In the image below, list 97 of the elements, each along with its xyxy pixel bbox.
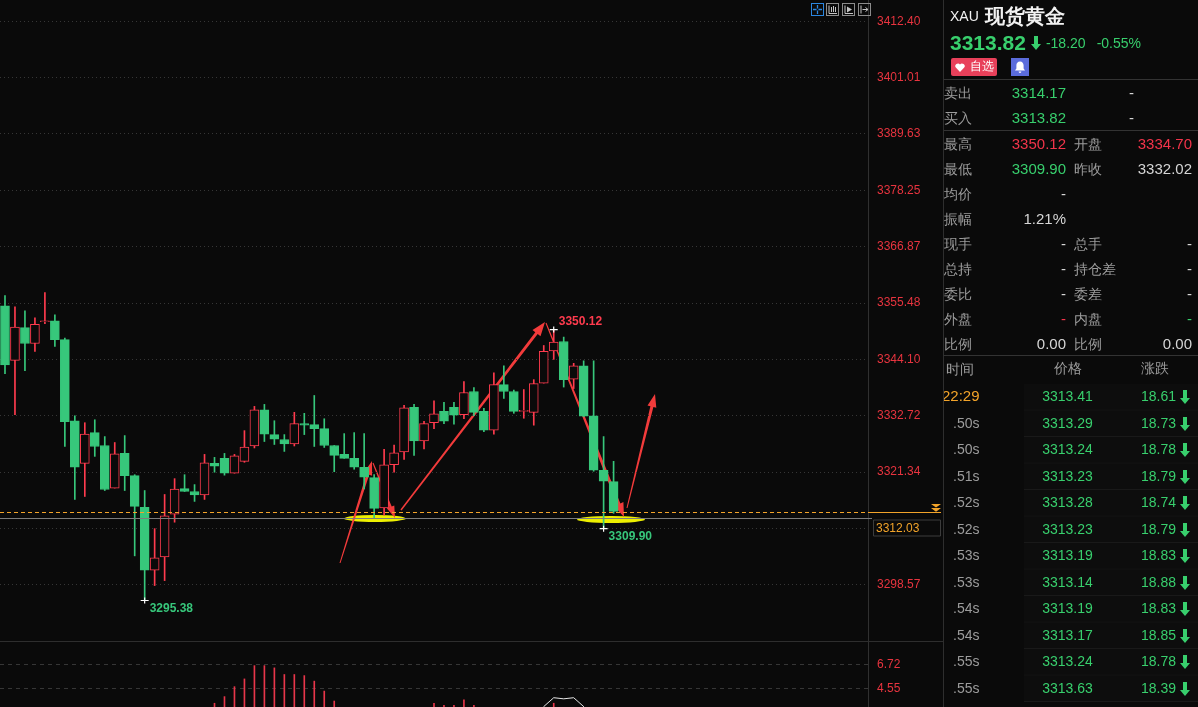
y-tick-label: 3412.40 <box>877 13 921 28</box>
data-label: 18.78 <box>1140 441 1177 458</box>
text: 委比 <box>944 285 972 302</box>
data-label: 3313.17 <box>1042 626 1094 643</box>
y-tick-label: 4.55 <box>877 680 901 695</box>
text: 1.21% <box>1023 209 1066 228</box>
data-label: 3313.19 <box>1042 547 1094 564</box>
text: 振幅 <box>944 210 972 227</box>
text: 3313.82 <box>950 30 1026 56</box>
text: 0.00 <box>1036 334 1066 353</box>
text: - <box>1061 309 1066 328</box>
text: 3332.02 <box>1137 159 1192 178</box>
data-label: 18.61 <box>1140 388 1177 405</box>
text: - <box>1187 234 1192 253</box>
y-tick-label: 3344.10 <box>877 351 921 366</box>
y-tick-label: 3378.25 <box>877 182 921 197</box>
text: - <box>1129 83 1134 102</box>
y-axis-title: 时间 <box>946 360 974 377</box>
data-label: 18.79 <box>1140 520 1177 537</box>
y-tick-label: .53s <box>953 547 980 564</box>
y-tick-label: .50s <box>953 441 980 458</box>
data-label: 3313.63 <box>1042 679 1094 696</box>
data-label: 3313.14 <box>1042 573 1094 590</box>
y-tick-label: 3355.48 <box>877 295 921 310</box>
data-label: 3313.23 <box>1042 520 1094 537</box>
text: - <box>1187 284 1192 303</box>
text: 卖出 <box>944 84 972 101</box>
y-tick-label: .53s <box>953 573 980 590</box>
y-tick-label: .51s <box>953 467 980 484</box>
text: 总手 <box>1074 235 1102 252</box>
y-tick-label: .54s <box>953 600 980 617</box>
text: - <box>1061 259 1066 278</box>
data-label: 18.78 <box>1140 653 1177 670</box>
y-tick-label: 6.72 <box>877 656 901 671</box>
y-tick-label: 3389.63 <box>877 126 921 141</box>
button: 自选 <box>951 58 997 76</box>
y-tick-label: 3401.01 <box>877 69 921 84</box>
text: 现手 <box>944 235 972 252</box>
data-label: 3313.19 <box>1042 600 1094 617</box>
text: 昨收 <box>1074 160 1102 177</box>
data-label: 3313.24 <box>1042 441 1094 458</box>
text: - <box>1187 309 1192 328</box>
text: 3334.70 <box>1137 134 1192 153</box>
text: - <box>1061 184 1066 203</box>
y-tick-label: .52s <box>953 520 980 537</box>
annotation: 3295.38 <box>149 600 194 615</box>
text: - <box>1187 259 1192 278</box>
data-label: 3313.41 <box>1042 388 1094 405</box>
data-label: 18.83 <box>1140 547 1177 564</box>
text: - <box>1061 234 1066 253</box>
text: 均价 <box>944 185 972 202</box>
text: 内盘 <box>1074 310 1102 327</box>
text: 3314.17 <box>1011 83 1066 102</box>
y-tick-label: 3332.72 <box>877 408 921 422</box>
y-tick-label: 3298.57 <box>877 577 921 592</box>
text: 买入 <box>944 109 972 126</box>
text: -0.55% <box>1096 34 1141 52</box>
text: 0.00 <box>1162 334 1192 353</box>
data-label: 18.83 <box>1140 600 1177 617</box>
y-tick-label: .54s <box>953 626 980 643</box>
text: 开盘 <box>1074 135 1102 152</box>
text: 外盘 <box>944 310 972 327</box>
text: 比例 <box>944 335 972 352</box>
x-tick-label: 价格 <box>1052 360 1082 377</box>
data-label: 3313.28 <box>1042 494 1094 511</box>
data-label: 18.39 <box>1140 679 1177 696</box>
text: - <box>1061 284 1066 303</box>
text: 委差 <box>1074 285 1102 302</box>
y-tick-label: .50s <box>953 414 980 431</box>
text: 3313.82 <box>1011 108 1066 127</box>
text: 持仓差 <box>1074 260 1116 277</box>
text: 比例 <box>1074 335 1102 352</box>
y-tick-label: .55s <box>953 653 980 670</box>
text: XAU 现货黄金 <box>950 5 1065 28</box>
text: 总持 <box>944 260 972 277</box>
text: 3309.90 <box>1011 159 1066 178</box>
text: - <box>1129 108 1134 127</box>
text: 最高 <box>944 135 972 152</box>
y-tick-label: 3366.87 <box>877 238 921 253</box>
annotation: 3350.12 <box>558 313 603 328</box>
data-label: 3313.24 <box>1042 653 1094 670</box>
y-tick-label: .55s <box>953 679 980 696</box>
annotation: 3309.90 <box>608 528 653 543</box>
y-tick-label: .52s <box>953 494 980 511</box>
y-tick-label: 3321.34 <box>877 464 921 479</box>
data-label: 3313.23 <box>1042 467 1094 484</box>
data-label: 18.88 <box>1140 573 1177 590</box>
data-label: 18.79 <box>1140 467 1177 484</box>
data-label: 3313.29 <box>1042 414 1094 431</box>
text: 最低 <box>944 160 972 177</box>
text: -18.20 <box>1045 34 1086 52</box>
text: 3350.12 <box>1011 134 1066 153</box>
data-label: 18.73 <box>1140 414 1177 431</box>
data-label: 18.85 <box>1140 626 1177 643</box>
x-tick-label: 涨跌 <box>1140 360 1169 377</box>
data-label: 18.74 <box>1140 494 1177 511</box>
ref-line-label: 3312.03 <box>876 520 920 535</box>
